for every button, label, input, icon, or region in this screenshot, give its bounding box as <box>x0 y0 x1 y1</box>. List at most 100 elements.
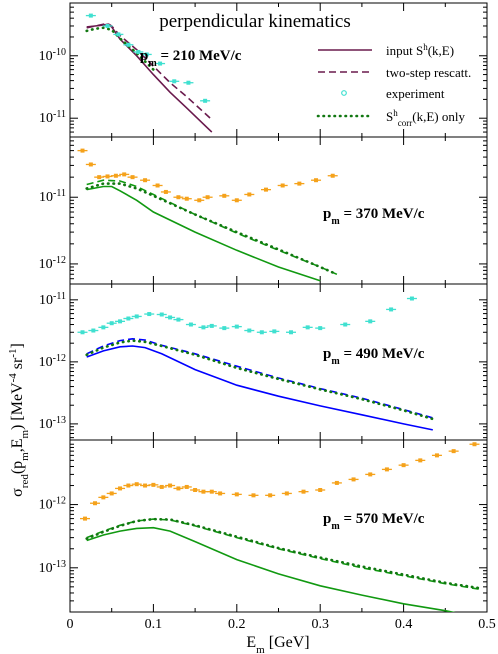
experiment-point <box>327 173 338 178</box>
experiment-point <box>198 489 209 494</box>
experiment-point <box>77 330 88 335</box>
legend-item-exp: experiment <box>341 86 445 101</box>
experiment-point <box>165 315 176 320</box>
experiment-point <box>85 162 96 167</box>
chart-title: perpendicular kinematics <box>159 11 351 32</box>
panel-frame <box>69 283 488 441</box>
experiment-point <box>156 484 167 489</box>
experiment-point <box>127 175 138 180</box>
experiment-point <box>469 442 480 447</box>
experiment-point <box>415 458 426 463</box>
experiment-point <box>206 323 217 328</box>
legend-item-input: input Sh(k,E) <box>318 42 454 58</box>
experiment-point <box>152 183 163 188</box>
series-corr-line <box>85 339 435 421</box>
experiment-point <box>119 172 130 177</box>
experiment-point <box>173 195 184 200</box>
experiment-point <box>173 486 184 491</box>
experiment-point <box>331 480 342 485</box>
experiment-point <box>98 495 109 500</box>
legend-label: experiment <box>386 86 445 101</box>
experiment-point <box>90 501 101 506</box>
legend-item-corr: Shcorr(k,E) only <box>316 108 465 128</box>
experiment-point <box>110 173 121 178</box>
x-axis-label: Em [GeV] <box>246 634 309 654</box>
experiment-point <box>80 516 91 521</box>
experiment-point <box>85 13 96 18</box>
series-input-line <box>86 23 213 133</box>
experiment-point <box>198 325 209 330</box>
experiment-point <box>294 181 305 186</box>
series-two-line <box>86 179 338 276</box>
experiment-point <box>256 330 267 335</box>
y-axis-label: σred(pm,Em) [MeV-4 sr-1] <box>7 343 31 497</box>
experiment-point <box>215 491 226 496</box>
experiment-point <box>365 472 376 477</box>
experiment-point <box>260 187 271 192</box>
experiment-point <box>77 148 88 153</box>
experiment-point <box>269 329 280 334</box>
panel-3: 10-11 10-12 10-13 pm = 490 MeV/c <box>39 283 488 441</box>
pm-label: pm = 490 MeV/c <box>323 346 425 367</box>
experiment-point <box>141 52 152 57</box>
panel-2: 10-11 10-12 pm = 370 MeV/c <box>39 136 488 285</box>
pm-label: pm = 370 MeV/c <box>323 206 425 227</box>
x-tick-label: 0.1 <box>145 617 163 632</box>
experiment-point <box>123 483 134 488</box>
x-tick-label: 0.4 <box>395 617 413 632</box>
experiment-point <box>102 174 113 179</box>
experiment-point <box>231 492 242 497</box>
y-tick-label: 10-10 <box>39 46 66 64</box>
x-tick-label: 0.2 <box>228 617 246 632</box>
experiment-point <box>88 328 99 333</box>
experiment-point <box>219 193 230 198</box>
legend-label: input Sh(k,E) <box>386 42 454 58</box>
experiment-point <box>183 80 194 85</box>
experiment-point <box>148 482 159 487</box>
y-tick-label: 10-12 <box>39 352 66 370</box>
experiment-point <box>315 487 326 492</box>
experiment-point <box>113 32 124 37</box>
pm-label: pm = 570 MeV/c <box>323 511 425 532</box>
experiment-point <box>181 196 192 201</box>
experiment-point <box>200 98 211 103</box>
experiment-point <box>244 192 255 197</box>
experiment-point <box>98 325 109 330</box>
experiment-point <box>202 195 213 200</box>
experiment-point <box>286 330 297 335</box>
panel-1: 10-10 10-11 pm = 210 MeV/c <box>39 2 488 138</box>
experiment-point <box>398 463 409 468</box>
x-tick-label: 0.3 <box>311 617 329 632</box>
series-corr-line <box>85 517 480 590</box>
y-tick-label: 10-11 <box>39 290 66 308</box>
series-input-line <box>86 526 456 612</box>
pm-label: pm = 210 MeV/c <box>140 48 242 69</box>
experiment-point <box>156 312 167 317</box>
experiment-point <box>219 326 230 331</box>
experiment-point <box>386 307 397 312</box>
legend: input Sh(k,E) two-step rescatt. experiment… <box>316 42 471 128</box>
experiment-point <box>315 326 326 331</box>
experiment-point <box>194 198 205 203</box>
experiment-point <box>381 467 392 472</box>
y-tick-label: 10-11 <box>39 109 66 127</box>
x-tick-label: 0.5 <box>478 617 496 632</box>
x-tick-label: 0 <box>67 617 74 632</box>
experiment-point <box>173 317 184 322</box>
experiment-point <box>206 489 217 494</box>
experiment-point <box>94 175 105 180</box>
experiment-point <box>277 183 288 188</box>
experiment-point <box>340 322 351 327</box>
experiment-point <box>123 316 134 321</box>
y-tick-label: 10-12 <box>39 495 66 513</box>
y-tick-label: 10-11 <box>39 188 66 206</box>
experiment-point <box>140 178 151 183</box>
experiment-point <box>106 321 117 326</box>
experiment-point <box>131 314 142 319</box>
experiment-point <box>102 23 113 28</box>
series-input-line <box>86 185 321 282</box>
experiment-point <box>123 42 134 47</box>
legend-label: two-step rescatt. <box>386 65 471 80</box>
series-input-line <box>86 345 433 431</box>
experiment-point <box>115 319 126 324</box>
